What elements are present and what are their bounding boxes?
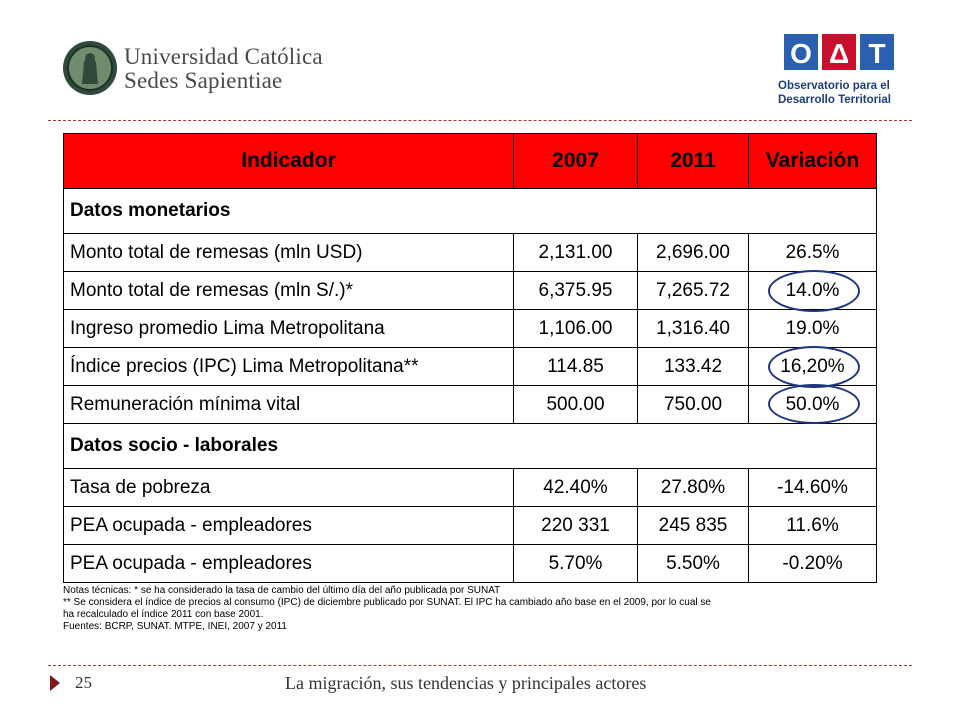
header-variacion: Variación — [748, 133, 877, 189]
section-title: Datos monetarios — [63, 188, 877, 234]
row-value-2011: 133.42 — [637, 347, 749, 386]
top-divider — [48, 120, 912, 121]
university-seal-icon — [63, 41, 117, 95]
row-value-2007: 2,131.00 — [513, 233, 638, 272]
row-value-2007: 1,106.00 — [513, 309, 638, 348]
odt-letter-o: O — [790, 38, 812, 69]
table-row: PEA ocupada - empleadores 5.70% 5.50% -0… — [63, 544, 877, 583]
footer-arrow-icon — [50, 675, 60, 691]
row-value-2007: 500.00 — [513, 385, 638, 424]
odt-tagline-line2: Desarrollo Territorial — [778, 94, 891, 106]
row-label: Índice precios (IPC) Lima Metropolitana*… — [63, 347, 514, 386]
row-value-2007: 220 331 — [513, 506, 638, 545]
row-value-2011: 245 835 — [637, 506, 749, 545]
odt-letter-delta: Δ — [829, 38, 849, 69]
row-value-2011: 7,265.72 — [637, 271, 749, 310]
header-2011: 2011 — [637, 133, 749, 189]
odt-logo: O Δ T Observatorio para el Desarrollo Te… — [772, 28, 912, 108]
row-variation: 19.0% — [748, 309, 877, 348]
bottom-divider — [48, 665, 912, 666]
row-label: Monto total de remesas (mln S/.)* — [63, 271, 514, 310]
row-label: Remuneración mínima vital — [63, 385, 514, 424]
row-value-2011: 27.80% — [637, 468, 749, 507]
row-value-2011: 1,316.40 — [637, 309, 749, 348]
row-value-2007: 114.85 — [513, 347, 638, 386]
highlight-circle — [768, 270, 860, 312]
row-value-2007: 6,375.95 — [513, 271, 638, 310]
table-row: Remuneración mínima vital 500.00 750.00 … — [63, 385, 877, 424]
row-value-2007: 42.40% — [513, 468, 638, 507]
row-label: Ingreso promedio Lima Metropolitana — [63, 309, 514, 348]
section-title: Datos socio - laborales — [63, 423, 877, 469]
table-row: Índice precios (IPC) Lima Metropolitana*… — [63, 347, 877, 386]
university-name-line2: Sedes Sapientiae — [124, 68, 283, 93]
row-label: Monto total de remesas (mln USD) — [63, 233, 514, 272]
header-2007: 2007 — [513, 133, 638, 189]
table-row: Monto total de remesas (mln S/.)* 6,375.… — [63, 271, 877, 310]
row-label: PEA ocupada - empleadores — [63, 544, 514, 583]
table-header-row: Indicador 2007 2011 Variación — [63, 133, 877, 189]
highlight-circle — [768, 384, 860, 424]
section-row: Datos socio - laborales — [63, 423, 877, 469]
note-line: Fuentes: BCRP, SUNAT. MTPE, INEI, 2007 y… — [63, 621, 287, 632]
university-logo: Universidad Católica Sedes Sapientiae — [62, 40, 323, 98]
row-variation: 26.5% — [748, 233, 877, 272]
table-row: PEA ocupada - empleadores 220 331 245 83… — [63, 506, 877, 545]
section-row: Datos monetarios — [63, 188, 877, 234]
university-name-line1: Universidad Católica — [124, 44, 323, 69]
header-indicador: Indicador — [63, 133, 514, 189]
note-line: Notas técnicas: * se ha considerado la t… — [63, 585, 501, 596]
row-value-2007: 5.70% — [513, 544, 638, 583]
odt-mark: O Δ T — [780, 28, 898, 76]
table-row: Monto total de remesas (mln USD) 2,131.0… — [63, 233, 877, 272]
row-label: Tasa de pobreza — [63, 468, 514, 507]
row-variation: 11.6% — [748, 506, 877, 545]
table-row: Ingreso promedio Lima Metropolitana 1,10… — [63, 309, 877, 348]
note-line: ** Se considera el índice de precios al … — [63, 597, 711, 608]
row-variation: -14.60% — [748, 468, 877, 507]
technical-notes: Notas técnicas: * se ha considerado la t… — [63, 585, 863, 633]
table-row: Tasa de pobreza 42.40% 27.80% -14.60% — [63, 468, 877, 507]
indicators-table: Indicador 2007 2011 Variación Datos mone… — [63, 133, 877, 583]
row-label: PEA ocupada - empleadores — [63, 506, 514, 545]
page-number: 25 — [75, 673, 92, 692]
footer-title: La migración, sus tendencias y principal… — [285, 673, 647, 693]
row-variation: -0.20% — [748, 544, 877, 583]
odt-tagline-line1: Observatorio para el — [778, 80, 890, 92]
note-line: ha recalculado el índice 2011 con base 2… — [63, 609, 264, 620]
row-value-2011: 2,696.00 — [637, 233, 749, 272]
odt-letter-t: T — [868, 38, 885, 69]
row-value-2011: 750.00 — [637, 385, 749, 424]
highlight-circle — [768, 346, 860, 388]
row-value-2011: 5.50% — [637, 544, 749, 583]
